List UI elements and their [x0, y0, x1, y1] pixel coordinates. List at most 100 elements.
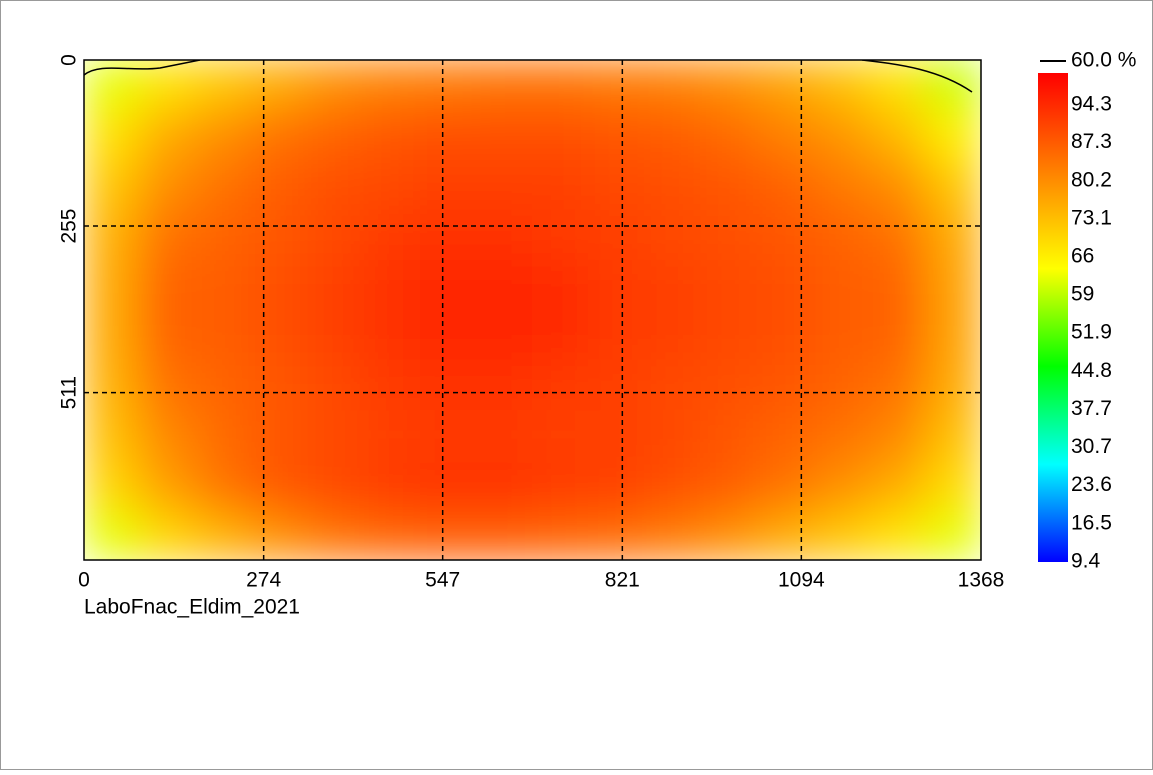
heatmap-cell	[475, 209, 533, 261]
grid	[84, 60, 981, 560]
heatmap-cell	[307, 259, 365, 311]
heatmap-cell	[251, 159, 309, 211]
heatmap-cell	[251, 60, 309, 111]
heatmap-cell	[419, 159, 477, 211]
heatmap-cell	[84, 459, 141, 511]
heatmap-cell	[588, 309, 646, 361]
heatmap-cell	[363, 209, 421, 261]
heatmap-cells	[84, 60, 981, 560]
heatmap-cell	[588, 209, 646, 261]
heatmap-cell	[84, 159, 141, 211]
heatmap-cell	[363, 109, 421, 161]
colorbar-tick-label: 94.3	[1071, 92, 1112, 115]
heatmap-cell	[924, 109, 981, 161]
heatmap-cell	[139, 409, 197, 461]
heatmap-cell	[924, 359, 981, 411]
heatmap-cell	[307, 159, 365, 211]
heatmap-cell	[475, 509, 533, 560]
plot-border	[83, 59, 982, 561]
colorbar-tick-label: 16.5	[1071, 511, 1112, 534]
heatmap-cell	[868, 109, 926, 161]
heatmap-cell	[924, 60, 981, 111]
heatmap-cell	[307, 409, 365, 461]
heatmap-cell	[195, 309, 253, 361]
heatmap-cell	[251, 459, 309, 511]
heatmap-cell	[700, 359, 758, 411]
heatmap-cell	[195, 159, 253, 211]
heatmap-cell	[195, 259, 253, 311]
heatmap-cell	[756, 259, 814, 311]
heatmap-cell	[139, 109, 197, 161]
heatmap-cell	[588, 459, 646, 511]
heatmap-cell	[84, 109, 141, 161]
heatmap-cell	[812, 259, 870, 311]
heatmap-cell	[307, 459, 365, 511]
heatmap-cell	[700, 459, 758, 511]
heatmap-cell	[475, 409, 533, 461]
heatmap-cell	[84, 359, 141, 411]
heatmap-cell	[363, 159, 421, 211]
y-tick-label: 255	[58, 208, 81, 243]
heatmap-cell	[251, 309, 309, 361]
heatmap-cell	[139, 309, 197, 361]
heatmap-cell	[195, 409, 253, 461]
heatmap-cell	[756, 409, 814, 461]
colorbar-tick-label: 9.4	[1071, 550, 1101, 573]
heatmap-cell	[756, 209, 814, 261]
heatmap-cell	[700, 159, 758, 211]
heatmap-cell	[139, 259, 197, 311]
x-tick-label: 0	[78, 569, 90, 592]
heatmap-cell	[419, 209, 477, 261]
heatmap-cell	[700, 259, 758, 311]
heatmap-cell	[812, 60, 870, 111]
colorbar-tick-label: 51.9	[1071, 321, 1112, 344]
heatmap-cell	[924, 259, 981, 311]
heatmap-cell	[251, 109, 309, 161]
contour-line	[84, 60, 973, 93]
heatmap-cell	[700, 109, 758, 161]
heatmap-cell	[924, 159, 981, 211]
heatmap-cell	[700, 209, 758, 261]
heatmap-cell	[363, 509, 421, 560]
x-tick-label: 274	[246, 569, 281, 592]
heatmap-cell	[139, 459, 197, 511]
heatmap-cell	[84, 509, 141, 560]
heatmap-cell	[588, 159, 646, 211]
heatmap-cell	[84, 309, 141, 361]
heatmap-cell	[532, 409, 590, 461]
heatmap-cell	[868, 259, 926, 311]
heatmap-cell	[700, 309, 758, 361]
heatmap-cell	[532, 509, 590, 560]
heatmap-cell	[475, 259, 533, 311]
heatmap-cell	[532, 309, 590, 361]
heatmap-cell	[475, 60, 533, 111]
heatmap-cell	[924, 459, 981, 511]
heatmap-cell	[868, 309, 926, 361]
heatmap-cell	[84, 209, 141, 261]
heatmap-cell	[532, 459, 590, 511]
heatmap-cell	[532, 209, 590, 261]
heatmap-cell	[644, 109, 702, 161]
heatmap-cell	[195, 60, 253, 111]
heatmap-cell	[307, 60, 365, 111]
heatmap-cell	[251, 359, 309, 411]
heatmap-cell	[812, 459, 870, 511]
heatmap-cell	[756, 159, 814, 211]
heatmap-cell	[756, 359, 814, 411]
heatmap-cell	[868, 459, 926, 511]
heatmap-cell	[812, 109, 870, 161]
heatmap-cell	[812, 359, 870, 411]
heatmap-cell	[419, 309, 477, 361]
caption: LaboFnac_Eldim_2021	[84, 596, 300, 619]
heatmap-cell	[419, 109, 477, 161]
colorbar-tick-label: 73.1	[1071, 206, 1112, 229]
heatmap-cell	[868, 159, 926, 211]
y-tick-label: 511	[58, 376, 81, 409]
heatmap-cell	[756, 459, 814, 511]
heatmap-cell	[588, 409, 646, 461]
colorbar-tick-label: 87.3	[1071, 130, 1112, 153]
heatmap-cell	[756, 109, 814, 161]
colorbar-tick-label: 80.2	[1071, 168, 1112, 191]
heatmap-cell	[532, 159, 590, 211]
